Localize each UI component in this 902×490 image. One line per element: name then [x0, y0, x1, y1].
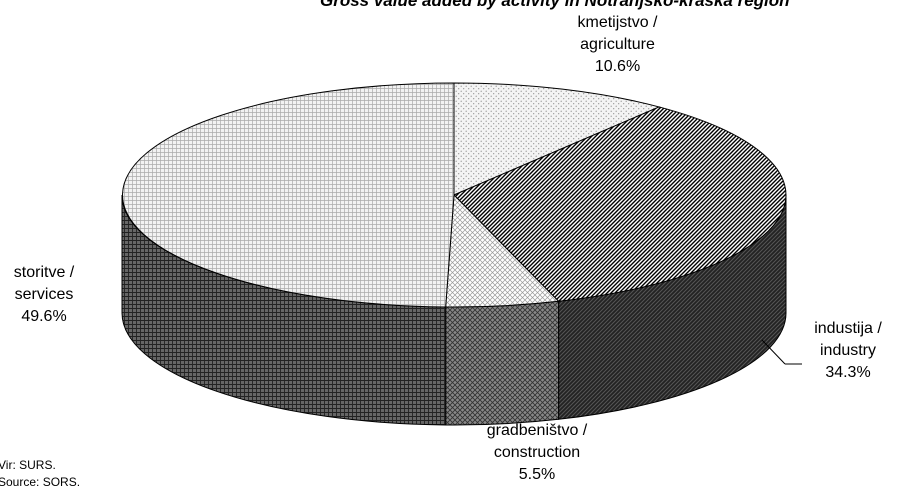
pie-sides — [121, 194, 787, 426]
label-services: storitve / services 49.6% — [0, 262, 88, 328]
label-services-value: 49.6% — [21, 308, 67, 325]
label-industry: industija / industry 34.3% — [798, 318, 898, 384]
label-industry-value: 34.3% — [825, 364, 871, 381]
label-construction-sl: gradbeništvo / — [486, 422, 588, 439]
label-construction-en: construction — [493, 444, 581, 461]
slice-top-agriculture — [453, 82, 661, 196]
label-agriculture-en: agriculture — [580, 36, 655, 53]
label-agriculture-sl: kmetijstvo / — [577, 14, 658, 31]
slice-top-industry — [453, 106, 787, 302]
label-industry-sl: industija / — [814, 320, 882, 337]
slice-top-services — [122, 82, 455, 308]
label-construction-value: 5.5% — [518, 466, 556, 483]
source-note-sl: Vir: SURS. — [0, 458, 56, 472]
label-agriculture-value: 10.6% — [594, 58, 641, 75]
slice-side-construction — [445, 300, 560, 426]
chart-title: Gross value added by activity in Notranj… — [320, 0, 790, 10]
label-agriculture: kmetijstvo / agriculture 10.6% — [560, 12, 675, 78]
label-services-sl: storitve / — [13, 264, 75, 281]
label-industry-en: industry — [819, 342, 877, 359]
label-construction: gradbeništvo / construction 5.5% — [467, 420, 607, 486]
leader-line-industry — [761, 339, 786, 365]
source-note-en: Source: SORS. — [0, 475, 81, 489]
pie-tops — [122, 82, 787, 308]
label-services-en: services — [14, 286, 74, 303]
